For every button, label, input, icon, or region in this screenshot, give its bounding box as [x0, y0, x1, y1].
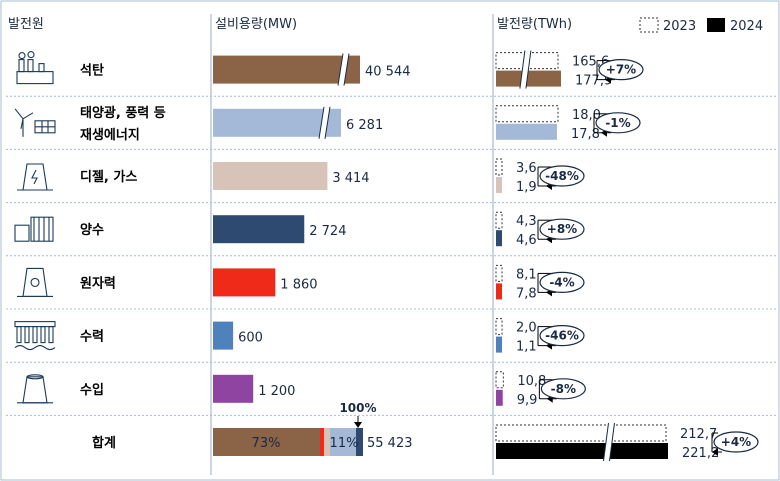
category-label: 재생에너지: [80, 127, 140, 143]
category-label: 양수: [80, 223, 104, 238]
capacity-value-label: 1 200: [258, 384, 295, 399]
capacity-value-label: 6 281: [346, 118, 383, 133]
generation-bar-2023: [495, 264, 503, 282]
generation-bar-2024: [496, 389, 503, 406]
capacity-bar: [213, 55, 360, 84]
generation-bar-2024: [496, 283, 502, 300]
change-badge: [539, 271, 585, 293]
generation-bar-2023: [495, 211, 503, 229]
header-capacity: 설비용량(MW): [215, 17, 297, 32]
capacity-100-arrowhead: [354, 422, 362, 428]
legend-2024-label: 2024: [730, 19, 763, 34]
change-label: -46%: [545, 329, 579, 343]
capacity-total-segment: [320, 428, 324, 456]
capacity-total-segment: [213, 428, 320, 456]
generation-bar-2024: [496, 177, 502, 193]
power-plant-icon: [17, 163, 53, 191]
generation-2023-label: 3,6: [516, 161, 537, 176]
capacity-bar: [213, 162, 328, 190]
generation-bar-2024: [496, 443, 668, 459]
dam-icon: [14, 216, 54, 242]
capacity-value-label: 40 544: [365, 65, 411, 80]
nuclear-plant-icon: [17, 267, 53, 297]
generation-2024-label: 177,9: [575, 74, 612, 89]
generation-2024-label: 4,6: [516, 233, 537, 248]
generation-2023-label: 8,1: [516, 267, 537, 282]
generation-bar-2024: [496, 70, 561, 87]
generation-bar-2023: [495, 424, 667, 442]
generation-2024-label: 7,8: [516, 286, 537, 301]
category-label: 원자력: [80, 276, 116, 291]
legend-2023-label: 2023: [663, 19, 696, 34]
capacity-bar: [213, 374, 254, 403]
change-label: -48%: [545, 169, 579, 183]
category-label: 수력: [80, 330, 104, 345]
change-badge: [598, 58, 644, 81]
capacity-100-label: 100%: [339, 401, 376, 415]
generation-axis-break: [603, 422, 615, 462]
generation-2024-label: 17,8: [571, 127, 600, 142]
change-arrowhead: [712, 448, 718, 456]
capacity-value-label: 1 860: [280, 277, 317, 292]
change-badge: [540, 378, 586, 400]
generation-bar-2023: [495, 318, 503, 336]
capacity-axis-break: [318, 106, 331, 139]
generation-bar-2024: [496, 230, 502, 247]
header-source: 발전원: [8, 17, 44, 32]
generation-bar-2024: [496, 123, 557, 140]
capacity-bar: [213, 268, 276, 297]
change-badge: [713, 431, 759, 453]
capacity-bar: [213, 215, 305, 244]
capacity-bar: [213, 321, 234, 350]
generation-2024-label: 9,9: [517, 393, 538, 408]
category-label: 석탄: [80, 63, 104, 79]
capacity-value-label: 3 414: [332, 171, 369, 186]
legend-2024-swatch: [707, 18, 725, 32]
generation-bar-2023: [495, 158, 503, 176]
change-badge: [539, 325, 585, 347]
change-label: +4%: [721, 435, 751, 449]
change-badge: [539, 165, 585, 187]
generation-2024-label: 1,1: [516, 340, 537, 355]
generation-2023-label: 2,0: [516, 321, 537, 336]
generation-2023-label: 212,7: [680, 427, 717, 442]
category-label: 합계: [92, 435, 116, 451]
generation-axis-break: [519, 50, 532, 89]
change-label: -8%: [551, 382, 576, 396]
wind-solar-icon: [14, 108, 56, 137]
generation-2023-label: 4,3: [516, 214, 537, 229]
capacity-share-label: 73%: [252, 436, 281, 451]
capacity-value-label: 55 423: [367, 436, 413, 451]
capacity-value-label: 600: [238, 331, 263, 346]
change-label: -4%: [549, 275, 574, 289]
change-badge: [595, 112, 641, 134]
capacity-share-label: 11%: [330, 436, 359, 451]
transmission-icon: [17, 374, 53, 404]
generation-2024-label: 221,2: [682, 446, 719, 461]
change-label: +7%: [606, 63, 636, 77]
capacity-axis-break: [337, 53, 350, 86]
category-label: 태양광, 풍력 등: [80, 106, 166, 121]
factory-icon: [16, 51, 54, 85]
hydro-dam-icon: [14, 321, 56, 351]
capacity-value-label: 2 724: [309, 224, 346, 239]
generation-bar-2023: [495, 105, 559, 123]
category-label: 수입: [80, 383, 104, 398]
capacity-total-segment: [356, 428, 363, 456]
header-generation: 발전량(TWh): [497, 17, 572, 32]
capacity-total-segment: [352, 428, 356, 456]
change-badge: [539, 218, 585, 240]
legend-2023-swatch: [639, 17, 659, 33]
generation-bar-2023: [495, 371, 504, 389]
change-label: +8%: [547, 222, 577, 236]
generation-2024-label: 1,9: [516, 180, 537, 195]
category-label: 디젤, 가스: [80, 169, 137, 185]
capacity-total-segment: [324, 428, 330, 456]
generation-bar-2024: [496, 336, 502, 353]
capacity-total-segment: [330, 428, 352, 456]
change-label: -1%: [605, 116, 630, 130]
